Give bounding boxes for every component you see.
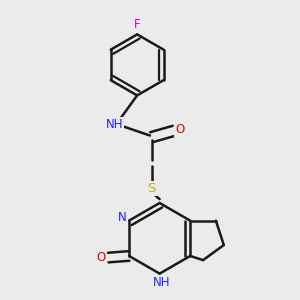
Text: O: O <box>97 251 106 264</box>
Text: NH: NH <box>106 118 123 131</box>
Text: N: N <box>118 211 127 224</box>
Text: O: O <box>175 123 184 136</box>
Text: S: S <box>147 182 156 195</box>
Text: NH: NH <box>152 276 170 289</box>
Text: F: F <box>134 18 140 31</box>
